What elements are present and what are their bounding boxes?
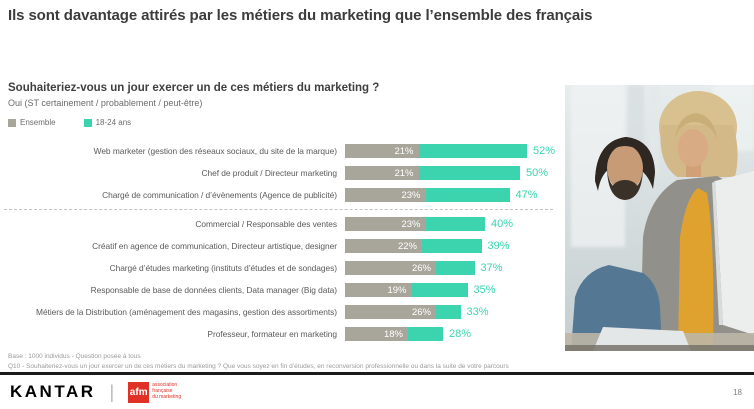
youth-bar-segment bbox=[408, 327, 443, 341]
ensemble-bar-segment: 19% bbox=[345, 283, 412, 297]
bar-track: 26% 37% bbox=[345, 261, 503, 275]
photo-illustration bbox=[565, 85, 754, 351]
bar-row: Chef de produit / Directeur marketing 21%… bbox=[8, 162, 553, 184]
bar-row: Créatif en agence de communication, Dire… bbox=[8, 235, 553, 257]
chart-legend: Ensemble 18-24 ans bbox=[8, 118, 131, 127]
youth-value-label: 35% bbox=[473, 284, 496, 296]
youth-bar-segment bbox=[411, 283, 468, 297]
footnote-question: Q10 - Souhaiteriez-vous un jour exercer … bbox=[8, 362, 509, 370]
bar-track: 19% 35% bbox=[345, 283, 496, 297]
bar-chart-rows: Web marketer (gestion des réseaux sociau… bbox=[4, 140, 555, 345]
bar-category-label: Chargé d’études marketing (instituts d’é… bbox=[109, 263, 337, 273]
bar-category-label: Responsable de base de données clients, … bbox=[90, 285, 337, 295]
ensemble-bar-segment: 21% bbox=[345, 144, 419, 158]
afm-caption-line: du marketing bbox=[152, 393, 182, 400]
youth-bar-segment bbox=[422, 239, 482, 253]
ensemble-bar-segment: 18% bbox=[345, 327, 408, 341]
woman-figure bbox=[640, 91, 754, 351]
bar-row: Chargé de communication / d’évènements (… bbox=[8, 184, 553, 206]
bar-row: Responsable de base de données clients, … bbox=[8, 279, 553, 301]
ensemble-value-label: 26% bbox=[411, 306, 431, 318]
footnotes: Base : 1000 individus - Question posée à… bbox=[8, 352, 548, 372]
photo-two-people-at-computer bbox=[565, 85, 754, 351]
youth-bar-segment bbox=[418, 166, 520, 180]
ensemble-value-label: 19% bbox=[387, 284, 407, 296]
bar-track: 23% 47% bbox=[345, 188, 538, 202]
bar-track: 21% 50% bbox=[345, 166, 548, 180]
bar-row: Commercial / Responsable des ventes 23% 40… bbox=[8, 213, 553, 235]
youth-value-label: 37% bbox=[480, 262, 503, 274]
ensemble-bar-segment: 23% bbox=[345, 188, 426, 202]
youth-value-label: 50% bbox=[526, 167, 549, 179]
bar-row: Métiers de la Distribution (aménagement … bbox=[8, 301, 553, 323]
desk-and-laptop-shapes bbox=[565, 327, 754, 351]
monitor-shape bbox=[712, 171, 754, 335]
youth-value-label: 39% bbox=[487, 240, 510, 252]
afm-logo-caption: association française du marketing bbox=[152, 383, 181, 400]
bar-track: 23% 40% bbox=[345, 217, 513, 231]
ensemble-value-label: 23% bbox=[401, 189, 421, 201]
bar-category-label: Chef de produit / Directeur marketing bbox=[201, 168, 338, 178]
legend-item-ensemble: Ensemble bbox=[8, 118, 56, 127]
youth-bar-segment bbox=[425, 217, 485, 231]
bar-category-label: Chargé de communication / d’évènements (… bbox=[102, 190, 337, 200]
bar-track: 22% 39% bbox=[345, 239, 510, 253]
youth-value-label: 40% bbox=[491, 218, 514, 230]
youth-bar-segment bbox=[418, 144, 527, 158]
ensemble-value-label: 18% bbox=[383, 328, 403, 340]
dashed-separator bbox=[4, 209, 553, 210]
afm-logo-square: afm bbox=[128, 381, 150, 403]
slide-title: Ils sont davantage attirés par les métie… bbox=[8, 7, 593, 24]
question-subheading: Oui (ST certainement / probablement / pe… bbox=[8, 98, 203, 108]
ensemble-bar-segment: 26% bbox=[345, 261, 436, 275]
ensemble-bar-segment: 21% bbox=[345, 166, 419, 180]
footer-logo-separator: | bbox=[109, 381, 115, 402]
bar-track: 18% 28% bbox=[345, 327, 471, 341]
bar-category-label: Professeur, formateur en marketing bbox=[207, 329, 337, 339]
footnote-base: Base : 1000 individus - Question posée à… bbox=[8, 353, 141, 360]
footer: KANTAR | afm association française du ma… bbox=[10, 377, 181, 407]
bar-row: Web marketer (gestion des réseaux sociau… bbox=[8, 140, 555, 162]
youth-value-label: 47% bbox=[515, 189, 538, 201]
bar-row: Chargé d’études marketing (instituts d’é… bbox=[8, 257, 553, 279]
bar-track: 21% 52% bbox=[345, 144, 555, 158]
ensemble-value-label: 23% bbox=[401, 218, 421, 230]
legend-label-18-24: 18-24 ans bbox=[95, 118, 132, 127]
youth-bar-segment bbox=[425, 188, 510, 202]
ensemble-value-label: 21% bbox=[394, 167, 414, 179]
legend-item-18-24: 18-24 ans bbox=[83, 118, 132, 127]
bar-row: Professeur, formateur en marketing 18% 28% bbox=[8, 323, 553, 345]
ensemble-bar-segment: 26% bbox=[345, 305, 436, 319]
bar-chart: Web marketer (gestion des réseaux sociau… bbox=[4, 140, 555, 345]
afm-logo: afm association française du marketing bbox=[128, 381, 181, 403]
youth-swatch-icon bbox=[83, 118, 92, 127]
ensemble-value-label: 21% bbox=[394, 145, 414, 157]
bar-category-label: Métiers de la Distribution (aménagement … bbox=[36, 307, 337, 317]
bar-category-label: Commercial / Responsable des ventes bbox=[195, 219, 337, 229]
bar-category-label: Web marketer (gestion des réseaux sociau… bbox=[93, 146, 337, 156]
legend-label-ensemble: Ensemble bbox=[20, 118, 56, 127]
kantar-logo: KANTAR bbox=[10, 382, 96, 401]
question-heading: Souhaiteriez-vous un jour exercer un de … bbox=[8, 82, 380, 94]
youth-bar-segment bbox=[436, 261, 475, 275]
youth-bar-segment bbox=[436, 305, 461, 319]
afm-caption-line: association bbox=[152, 382, 178, 389]
bar-category-label: Créatif en agence de communication, Dire… bbox=[92, 241, 337, 251]
ensemble-value-label: 22% bbox=[397, 240, 417, 252]
footer-divider-rule bbox=[0, 372, 754, 375]
youth-value-label: 33% bbox=[466, 306, 489, 318]
bar-track: 26% 33% bbox=[345, 305, 489, 319]
youth-value-label: 52% bbox=[533, 145, 556, 157]
youth-value-label: 28% bbox=[449, 328, 472, 340]
page-number: 18 bbox=[733, 388, 742, 397]
ensemble-bar-segment: 22% bbox=[345, 239, 422, 253]
ensemble-value-label: 26% bbox=[411, 262, 431, 274]
ensemble-swatch-icon bbox=[8, 118, 16, 127]
afm-caption-line: française bbox=[152, 388, 173, 395]
ensemble-bar-segment: 23% bbox=[345, 217, 426, 231]
